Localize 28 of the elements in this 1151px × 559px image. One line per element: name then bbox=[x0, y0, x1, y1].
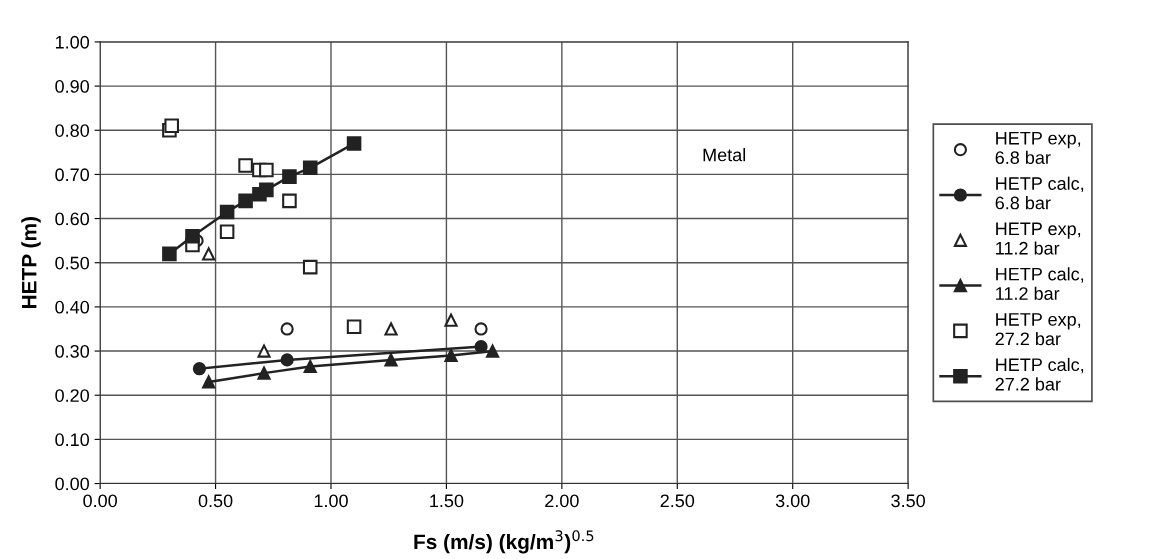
y-tick-label: 0.40 bbox=[55, 300, 90, 314]
x-tick-label: 0.50 bbox=[198, 494, 233, 508]
y-tick-label: 0.00 bbox=[55, 477, 90, 491]
x-tick-label: 1.50 bbox=[430, 494, 464, 508]
y-axis-title: HETP (m) bbox=[21, 217, 41, 309]
x-tick-label: 2.50 bbox=[660, 494, 695, 508]
y-tick-label: 0.50 bbox=[55, 256, 90, 270]
x-tick-label: 3.00 bbox=[775, 494, 810, 508]
x-tick-label: 2.00 bbox=[545, 494, 579, 508]
x-tick-label: 0.00 bbox=[83, 494, 117, 508]
x-tick-label: 3.50 bbox=[891, 494, 926, 508]
x-axis-title: Fs (m/s) (kg/m$^{3}$)$^{0.5}$ bbox=[414, 530, 594, 554]
legend-label: HETP exp, 6.8 bar bbox=[995, 131, 1081, 165]
y-tick-label: 0.60 bbox=[55, 212, 90, 226]
y-tick-label: 0.70 bbox=[55, 168, 90, 182]
annotation: Metal bbox=[703, 148, 746, 162]
y-tick-label: 0.80 bbox=[55, 124, 90, 137]
y-tick-label: 1.00 bbox=[55, 35, 90, 49]
y-tick-label: 0.20 bbox=[55, 389, 90, 402]
legend-label: HETP calc, 11.2 bar bbox=[996, 267, 1084, 300]
legend-label: HETP exp, 11.2 bar bbox=[996, 222, 1081, 255]
legend-label: HETP calc, 6.8 bar bbox=[995, 176, 1084, 210]
y-tick-label: 0.30 bbox=[55, 344, 90, 358]
x-tick-label: 1.00 bbox=[314, 494, 348, 508]
legend-label: HETP calc, 27.2 bar bbox=[995, 357, 1084, 391]
legend-label: HETP exp, 27.2 bar bbox=[995, 313, 1081, 346]
y-tick-label: 0.10 bbox=[55, 433, 90, 447]
y-tick-label: 0.90 bbox=[55, 80, 90, 93]
